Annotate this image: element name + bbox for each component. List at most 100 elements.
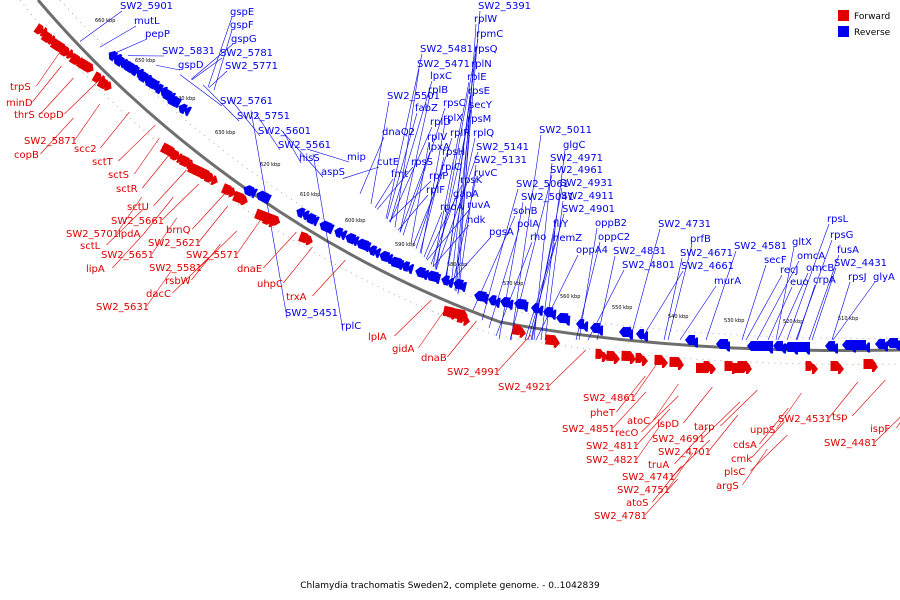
gene-label-dnab[interactable]: dnaB: [421, 353, 447, 364]
reverse-gene-arrow[interactable]: [241, 183, 255, 197]
gene-label-sw2-5651[interactable]: SW2_5651: [101, 250, 154, 261]
gene-label-plsc[interactable]: plsC: [724, 467, 745, 478]
gene-label-sw2-5701[interactable]: SW2_5701: [66, 229, 119, 240]
gene-label-sw2-4991[interactable]: SW2_4991: [447, 367, 500, 378]
gene-label-sw2-5011[interactable]: SW2_5011: [539, 125, 592, 136]
gene-label-pepp[interactable]: pepP: [145, 29, 170, 40]
gene-label-recj[interactable]: recJ: [780, 265, 799, 276]
gene-label-omcb[interactable]: omcB: [806, 263, 834, 274]
gene-label-reco[interactable]: recO: [615, 428, 639, 439]
reverse-gene-arrow[interactable]: [325, 223, 335, 235]
reverse-gene-arrow[interactable]: [724, 341, 730, 352]
gene-label-fmt[interactable]: fmt: [391, 169, 408, 180]
gene-label-sw2-5471[interactable]: SW2_5471: [417, 59, 470, 70]
forward-gene-arrow[interactable]: [872, 362, 878, 372]
gene-label-sw2-5831[interactable]: SW2_5831: [162, 46, 215, 57]
gene-label-sw2-4901[interactable]: SW2_4901: [562, 204, 615, 215]
gene-label-rplc[interactable]: rplC: [341, 321, 361, 332]
gene-label-rplx[interactable]: rplX: [443, 113, 463, 124]
gene-label-sw2-4831[interactable]: SW2_4831: [613, 246, 666, 257]
gene-label-rpln[interactable]: rplN: [471, 59, 492, 70]
gene-label-sctu[interactable]: sctU: [127, 202, 149, 213]
gene-label-sw2-4821[interactable]: SW2_4821: [586, 455, 639, 466]
reverse-gene-arrow[interactable]: [182, 105, 192, 117]
gene-label-sw2-4531[interactable]: SW2_4531: [778, 414, 831, 425]
gene-label-glya[interactable]: glyA: [873, 272, 895, 283]
forward-gene-arrow[interactable]: [33, 23, 46, 36]
reverse-gene-arrow[interactable]: [248, 187, 258, 199]
gene-label-rpmc[interactable]: rpmC: [476, 29, 503, 40]
gene-label-oppa4[interactable]: oppA4: [576, 245, 608, 256]
gene-label-cmk[interactable]: cmk: [731, 454, 752, 465]
gene-label-sohb[interactable]: sohB: [513, 206, 538, 217]
gene-label-gida[interactable]: gidA: [392, 344, 414, 355]
gene-label-crpa[interactable]: crpA: [813, 275, 836, 286]
gene-label-sw2-4911[interactable]: SW2_4911: [561, 191, 614, 202]
reverse-gene-arrow[interactable]: [692, 337, 698, 348]
gene-label-sw2-4731[interactable]: SW2_4731: [658, 219, 711, 230]
forward-gene-arrow[interactable]: [59, 45, 73, 58]
forward-gene-arrow[interactable]: [187, 162, 213, 181]
reverse-gene-arrow[interactable]: [636, 329, 645, 340]
forward-gene-arrow[interactable]: [85, 63, 96, 75]
gene-label-rpss[interactable]: rpsS: [411, 157, 433, 168]
reverse-gene-arrow[interactable]: [506, 299, 514, 310]
reverse-gene-arrow[interactable]: [111, 53, 125, 67]
gene-label-dacc[interactable]: dacC: [146, 289, 171, 300]
gene-label-lpda[interactable]: lpdA: [118, 229, 140, 240]
forward-gene-arrow[interactable]: [220, 183, 235, 197]
reverse-gene-arrow[interactable]: [128, 64, 141, 77]
gene-label-sw2-4931[interactable]: SW2_4931: [560, 178, 613, 189]
forward-gene-arrow[interactable]: [40, 30, 56, 45]
gene-label-args[interactable]: argS: [716, 481, 739, 492]
gene-label-gspg[interactable]: gspG: [231, 34, 257, 45]
gene-label-rplv[interactable]: rplV: [427, 132, 447, 143]
gene-label-rpse[interactable]: rpsE: [468, 86, 490, 97]
gene-label-trua[interactable]: truA: [648, 460, 669, 471]
forward-gene-arrow[interactable]: [732, 363, 748, 373]
forward-gene-arrow[interactable]: [746, 364, 752, 374]
gene-label-sw2-5571[interactable]: SW2_5571: [186, 250, 239, 261]
reverse-gene-arrow[interactable]: [338, 229, 348, 241]
reverse-gene-arrow[interactable]: [396, 259, 405, 271]
gene-label-sw2-5621[interactable]: SW2_5621: [148, 238, 201, 249]
gene-label-sw2-4971[interactable]: SW2_4971: [550, 153, 603, 164]
reverse-gene-arrow[interactable]: [332, 226, 344, 239]
gene-label-lpla[interactable]: lplA: [368, 332, 387, 343]
reverse-gene-arrow[interactable]: [300, 209, 310, 221]
gene-label-thrs[interactable]: thrS: [14, 110, 35, 121]
gene-label-mind[interactable]: minD: [6, 98, 33, 109]
reverse-gene-arrow[interactable]: [597, 325, 604, 336]
reverse-gene-arrow[interactable]: [627, 329, 634, 340]
forward-gene-arrow[interactable]: [169, 149, 183, 163]
gene-label-glgc[interactable]: glgC: [563, 140, 585, 151]
reverse-gene-arrow[interactable]: [135, 69, 149, 83]
gene-label-rpsg[interactable]: rpsG: [830, 230, 853, 241]
reverse-gene-arrow[interactable]: [481, 293, 489, 304]
forward-gene-arrow[interactable]: [240, 195, 249, 207]
gene-label-gspf[interactable]: gspF: [230, 20, 254, 31]
gene-label-rpsl[interactable]: rpsL: [827, 214, 849, 225]
reverse-gene-arrow[interactable]: [530, 303, 540, 314]
reverse-gene-arrow[interactable]: [373, 247, 382, 259]
gene-label-phet[interactable]: pheT: [590, 408, 616, 419]
gene-label-gspe[interactable]: gspE: [230, 7, 254, 18]
gene-label-sw2-5581[interactable]: SW2_5581: [149, 263, 202, 274]
gene-label-gspd[interactable]: gspD: [178, 60, 204, 71]
gene-label-asps[interactable]: aspS: [321, 167, 345, 178]
gene-label-rpsh[interactable]: rpsH: [442, 147, 465, 158]
gene-label-sctt[interactable]: sctT: [92, 157, 114, 168]
gene-label-sw2-5141[interactable]: SW2_5141: [476, 142, 529, 153]
reverse-gene-arrow[interactable]: [106, 49, 119, 62]
gene-label-sw2-4691[interactable]: SW2_4691: [652, 434, 705, 445]
gene-label-secf[interactable]: secF: [764, 255, 787, 266]
gene-label-sctr[interactable]: sctR: [116, 184, 138, 195]
forward-gene-arrow[interactable]: [629, 353, 636, 364]
reverse-gene-arrow[interactable]: [790, 342, 810, 352]
gene-label-oppb2[interactable]: oppB2: [595, 218, 627, 229]
gene-label-rplr[interactable]: rplR: [450, 128, 470, 139]
gene-label-trps[interactable]: trpS: [10, 82, 31, 93]
forward-gene-arrow[interactable]: [65, 49, 76, 61]
gene-label-ispd[interactable]: ispD: [657, 419, 679, 430]
forward-gene-arrow[interactable]: [103, 81, 114, 93]
